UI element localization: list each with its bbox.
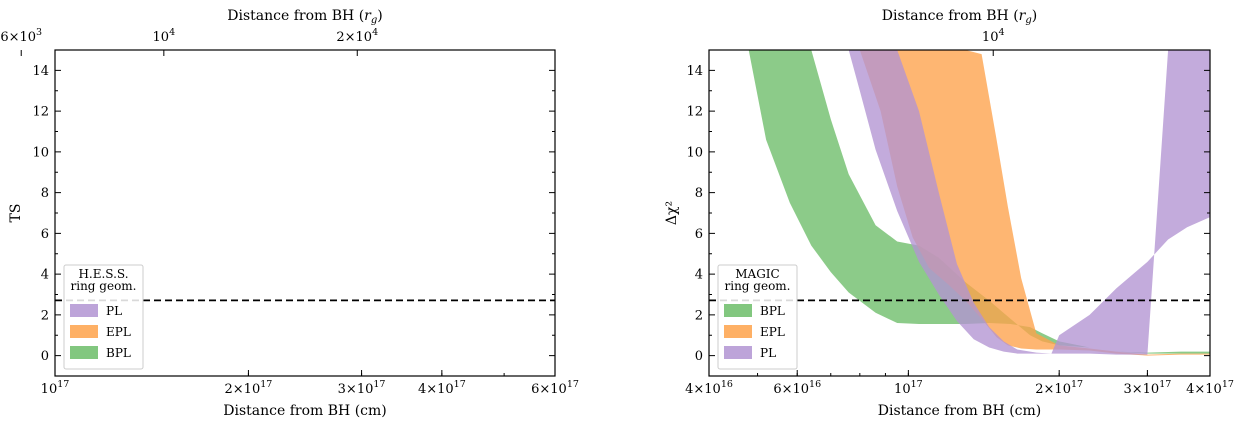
- top-x-axis-label: Distance from BH (rg): [882, 8, 1037, 26]
- y-tick-label: 14: [32, 64, 49, 79]
- top-x-tick-label: 6×103: [0, 27, 42, 45]
- legend-title: ring geom.: [71, 279, 137, 293]
- top-x-tick-label: 2×104: [336, 27, 378, 45]
- legend-title: ring geom.: [725, 279, 791, 293]
- x-tick-label: 1017: [41, 379, 70, 397]
- legend-swatch-epl: [70, 325, 98, 338]
- y-tick-label: 4: [695, 268, 703, 283]
- x-tick-label: 4×1017: [1186, 379, 1234, 397]
- x-tick-label: 4×1016: [685, 379, 733, 397]
- x-axis-label: Distance from BH (cm): [878, 403, 1041, 419]
- y-tick-label: 0: [695, 349, 703, 364]
- legend-label-bpl: BPL: [106, 346, 131, 360]
- y-tick-label: 2: [41, 308, 49, 323]
- legend-label-bpl: BPL: [760, 304, 785, 318]
- top-x-axis-label: Distance from BH (rg): [227, 8, 382, 26]
- legend-label-epl: EPL: [760, 325, 785, 339]
- legend-swatch-pl: [70, 304, 98, 317]
- legend: H.E.S.S.ring geom. PL EPL BPL: [63, 264, 144, 370]
- y-tick-label: 4: [41, 268, 49, 283]
- y-tick-label: 0: [41, 349, 49, 364]
- magic-delta-chi2-panel: 0 2 4 6 8 10 12 14 4×1016 6×1016 1017 2×1017 3×1017 4…: [664, 8, 1234, 419]
- y-tick-label: 6: [695, 227, 703, 242]
- legend-box: [717, 264, 798, 370]
- top-x-tick-label: 104: [982, 27, 1005, 45]
- x-tick-label: 2×1017: [1035, 379, 1083, 397]
- y-tick-label: 10: [32, 145, 49, 160]
- legend-label-pl: PL: [760, 346, 776, 360]
- y-tick-label: 12: [32, 105, 49, 120]
- y-tick-label: 12: [686, 105, 703, 120]
- x-tick-label: 3×1017: [338, 379, 386, 397]
- legend-swatch-epl: [724, 325, 752, 338]
- legend-title: MAGIC: [735, 267, 779, 281]
- legend-swatch-pl: [724, 346, 752, 359]
- legend-box: [63, 264, 144, 370]
- x-tick-label: 3×1017: [1123, 379, 1171, 397]
- legend-label-epl: EPL: [106, 325, 131, 339]
- x-tick-label: 6×1016: [773, 379, 821, 397]
- x-tick-label: 6×1017: [531, 379, 579, 397]
- y-axis-label: Δχ²: [664, 201, 680, 225]
- x-axis-label: Distance from BH (cm): [223, 403, 386, 419]
- legend-swatch-bpl: [724, 304, 752, 317]
- legend-label-pl: PL: [106, 304, 122, 318]
- legend-swatch-bpl: [70, 346, 98, 359]
- y-tick-label: 2: [695, 308, 703, 323]
- legend-title: H.E.S.S.: [78, 267, 128, 281]
- x-tick-label: 2×1017: [225, 379, 273, 397]
- y-tick-label: 14: [686, 64, 703, 79]
- y-tick-label: 10: [686, 145, 703, 160]
- band-pl: [848, 50, 1210, 355]
- band-bpl: [748, 50, 1210, 354]
- y-tick-label: 6: [41, 227, 49, 242]
- top-x-tick-label: 104: [153, 27, 176, 45]
- x-tick-label: 1017: [894, 379, 923, 397]
- y-axis-label: TS: [8, 204, 24, 223]
- y-tick-label: 8: [695, 186, 703, 201]
- y-tick-label: 8: [41, 186, 49, 201]
- x-tick-label: 4×1017: [418, 379, 466, 397]
- hess-ts-panel: 0 2 4 6 8 10 12 14 1017 2×1017 3×1017 4×1017 6×1017 6…: [0, 8, 579, 419]
